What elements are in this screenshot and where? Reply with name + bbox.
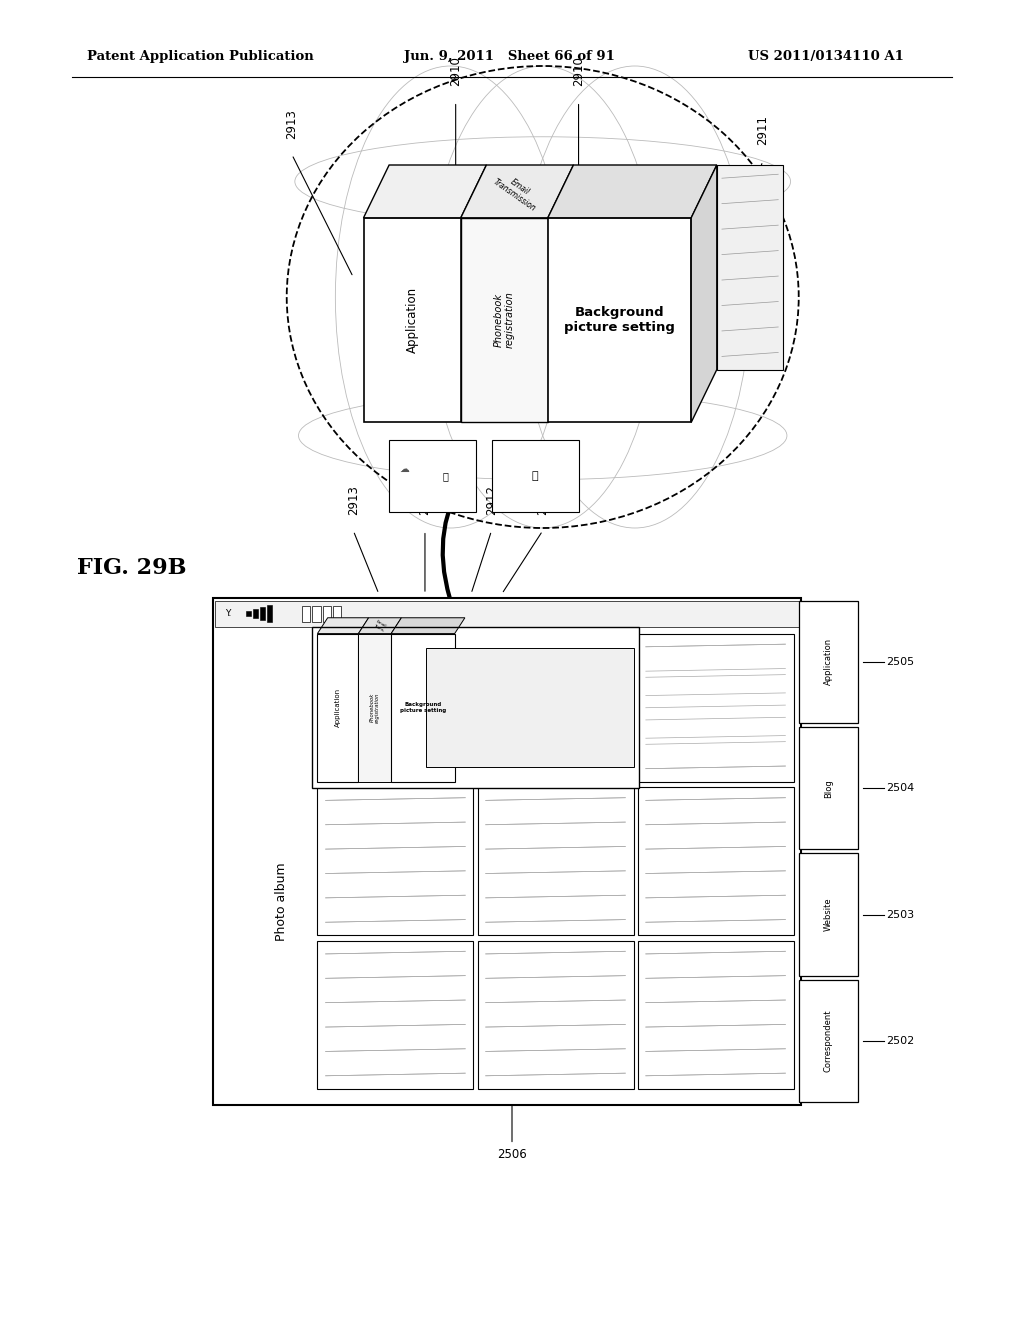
FancyBboxPatch shape [364, 218, 461, 422]
Text: Phonebook
registration: Phonebook registration [494, 292, 515, 348]
Text: Background
picture setting: Background picture setting [564, 306, 675, 334]
FancyBboxPatch shape [391, 634, 455, 781]
Text: Website: Website [824, 898, 833, 932]
Text: 2910: 2910 [450, 55, 462, 86]
Text: 2911: 2911 [757, 115, 769, 145]
Text: Background
picture setting: Background picture setting [399, 702, 446, 713]
FancyBboxPatch shape [317, 634, 473, 781]
Polygon shape [391, 618, 465, 634]
FancyBboxPatch shape [638, 941, 794, 1089]
Polygon shape [461, 165, 573, 218]
FancyBboxPatch shape [312, 627, 639, 788]
Text: Application: Application [406, 286, 419, 354]
Text: 🌲: 🌲 [442, 471, 449, 480]
FancyBboxPatch shape [213, 598, 801, 1105]
FancyBboxPatch shape [267, 605, 272, 622]
FancyBboxPatch shape [253, 609, 258, 618]
FancyBboxPatch shape [717, 165, 783, 370]
FancyBboxPatch shape [799, 727, 858, 850]
Text: Y.: Y. [225, 610, 231, 618]
Text: US 2011/0134110 A1: US 2011/0134110 A1 [748, 50, 903, 63]
Text: 2911: 2911 [537, 484, 549, 515]
Text: Application: Application [335, 688, 341, 727]
FancyBboxPatch shape [312, 606, 321, 622]
FancyBboxPatch shape [799, 853, 858, 975]
FancyBboxPatch shape [638, 787, 794, 936]
FancyBboxPatch shape [799, 979, 858, 1102]
FancyBboxPatch shape [477, 787, 634, 936]
Polygon shape [364, 165, 486, 218]
FancyBboxPatch shape [477, 941, 634, 1089]
Text: 2910: 2910 [419, 484, 431, 515]
FancyBboxPatch shape [317, 634, 358, 781]
FancyBboxPatch shape [548, 218, 691, 422]
FancyBboxPatch shape [302, 606, 310, 622]
Text: 2505: 2505 [886, 657, 913, 667]
FancyBboxPatch shape [317, 787, 473, 936]
Polygon shape [691, 165, 717, 422]
FancyBboxPatch shape [492, 440, 579, 512]
FancyBboxPatch shape [389, 440, 476, 512]
Text: Phonebook
registration: Phonebook registration [370, 693, 380, 723]
Text: 2913: 2913 [286, 108, 298, 139]
FancyBboxPatch shape [333, 606, 341, 622]
Text: 2910: 2910 [572, 55, 585, 86]
FancyBboxPatch shape [358, 634, 391, 781]
Polygon shape [317, 618, 369, 634]
Text: Photo album: Photo album [275, 862, 288, 941]
Polygon shape [358, 618, 401, 634]
Text: Email
Transmission: Email Transmission [492, 169, 543, 214]
FancyBboxPatch shape [260, 607, 265, 620]
FancyBboxPatch shape [215, 601, 799, 627]
Text: Application: Application [824, 639, 833, 685]
FancyBboxPatch shape [799, 601, 858, 723]
Text: 2506: 2506 [497, 1148, 527, 1162]
Text: ⛪: ⛪ [531, 471, 539, 480]
FancyBboxPatch shape [461, 218, 548, 422]
Text: 2913: 2913 [347, 484, 359, 515]
Text: Blog: Blog [824, 779, 833, 797]
Text: Patent Application Publication: Patent Application Publication [87, 50, 313, 63]
Text: 2503: 2503 [886, 909, 913, 920]
FancyBboxPatch shape [323, 606, 331, 622]
Text: ☁: ☁ [399, 463, 410, 474]
Text: Correspondent: Correspondent [824, 1010, 833, 1072]
Text: 2502: 2502 [886, 1036, 914, 1045]
FancyBboxPatch shape [426, 648, 634, 767]
Text: Email
Trans.: Email Trans. [373, 619, 387, 632]
FancyBboxPatch shape [246, 611, 251, 616]
Text: FIG. 29B: FIG. 29B [77, 557, 186, 578]
Text: Jun. 9, 2011   Sheet 66 of 91: Jun. 9, 2011 Sheet 66 of 91 [404, 50, 615, 63]
FancyBboxPatch shape [477, 634, 634, 781]
Text: 2912: 2912 [485, 484, 498, 515]
Polygon shape [548, 165, 717, 218]
Text: 2504: 2504 [886, 783, 914, 793]
FancyBboxPatch shape [638, 634, 794, 781]
FancyBboxPatch shape [317, 941, 473, 1089]
